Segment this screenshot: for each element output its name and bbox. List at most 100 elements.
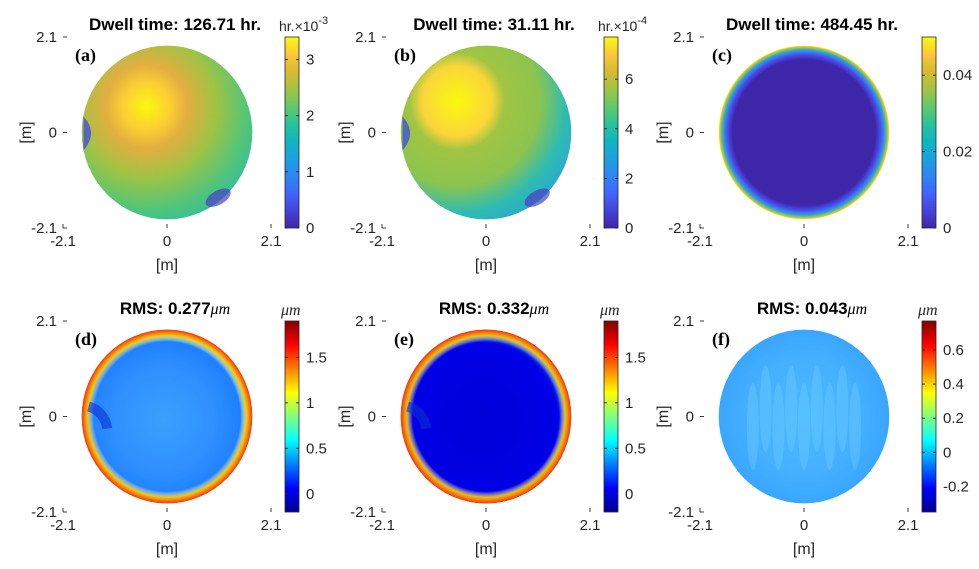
heatmap-feature [746, 383, 759, 470]
panel-b: Dwell time: 31.11 hr. -2.1 0 2.1 -2.1 0 2.1 [m]… [337, 15, 647, 274]
colorbar-unit: μm [599, 302, 620, 319]
y-tick-label: 0 [686, 125, 694, 142]
colorbar [603, 320, 619, 513]
chart-title: RMS: 0.277μm [120, 299, 230, 318]
x-axis-label: [m] [793, 541, 815, 558]
heatmap-feature [524, 188, 550, 207]
y-tick-label: 2.1 [355, 29, 376, 46]
heatmap-feature [759, 365, 772, 452]
panel-e: RMS: 0.332μm -2.1 0 2.1 -2.1 0 2.1 [m] [m] (e) 0 0.… [337, 299, 646, 558]
y-tick-label: 2.1 [673, 29, 694, 46]
y-tick-label: 0 [368, 125, 376, 142]
x-tick-label: -2.1 [687, 233, 713, 250]
heatmap-feature [83, 116, 92, 151]
colorbar-exponent-power: -4 [637, 15, 647, 27]
chart-title: RMS: 0.043μm [757, 299, 867, 318]
x-tick-label: -2.1 [50, 517, 76, 534]
heatmap-feature [205, 188, 231, 207]
panel-label: (d) [75, 329, 97, 350]
colorbar-unit: μm [280, 302, 301, 319]
x-tick-label: 2.1 [261, 233, 282, 250]
y-tick-label: -2.1 [668, 220, 694, 237]
x-tick-label: 0 [163, 517, 171, 534]
colorbar-tick-label: 2 [625, 170, 633, 187]
y-tick-label: 2.1 [673, 313, 694, 330]
y-tick-label: 0 [368, 409, 376, 426]
colorbar-unit: hr.×10-3 [279, 15, 328, 34]
title-unit: μm [529, 301, 550, 318]
y-tick-label: 2.1 [36, 313, 57, 330]
heatmap-feature [772, 383, 785, 470]
colorbar-tick-label: 0 [625, 486, 633, 503]
y-tick-label: -2.1 [350, 504, 376, 521]
y-axis-label: [m] [18, 121, 35, 143]
chart-title: Dwell time: 31.11 hr. [413, 15, 575, 34]
y-tick-label: -2.1 [350, 220, 376, 237]
colorbar-tick-label: 1.5 [306, 349, 327, 366]
x-tick-label: 0 [482, 517, 490, 534]
colorbar-tick-label: 0.5 [306, 440, 327, 457]
y-axis-label: [m] [18, 405, 35, 427]
colorbar [603, 36, 619, 229]
x-tick-label: 2.1 [580, 233, 601, 250]
x-tick-label: 0 [800, 233, 808, 250]
chart-title: Dwell time: 484.45 hr. [726, 15, 898, 34]
colorbar-tick-label: 0.4 [943, 376, 964, 393]
y-tick-label: 2.1 [355, 313, 376, 330]
heatmap-edge [400, 329, 572, 504]
colorbar-tick-label: 3 [306, 51, 314, 68]
heatmap-feature [785, 365, 798, 452]
x-tick-label: -2.1 [687, 517, 713, 534]
colorbar [284, 36, 300, 229]
colorbar-tick-label: 0.02 [943, 144, 972, 161]
x-tick-label: 0 [163, 233, 171, 250]
y-axis-label: [m] [337, 121, 354, 143]
colorbar [921, 36, 937, 229]
x-axis-label: [m] [156, 257, 178, 274]
colorbar [284, 320, 300, 513]
heatmap-feature [823, 383, 836, 470]
colorbar-tick-label: 0 [943, 220, 951, 237]
colorbar-unit: μm [917, 302, 938, 319]
colorbar-tick-label: 2 [306, 108, 314, 125]
colorbar-tick-label: 1 [306, 164, 314, 181]
colorbar-tick-label: 0 [625, 220, 633, 237]
colorbar-tick-label: 0.2 [943, 410, 964, 427]
colorbar-tick-label: 6 [625, 71, 633, 88]
y-tick-label: -2.1 [31, 504, 57, 521]
heatmap-feature [86, 401, 113, 430]
x-tick-label: 2.1 [580, 517, 601, 534]
x-tick-label: -2.1 [369, 233, 395, 250]
x-tick-label: -2.1 [50, 233, 76, 250]
colorbar-tick-label: 4 [625, 121, 633, 138]
colorbar-unit: hr.×10-4 [598, 15, 647, 34]
x-axis-label: [m] [793, 257, 815, 274]
panel-label: (a) [75, 45, 96, 66]
heatmap-feature [849, 383, 862, 470]
heatmap-disc [400, 45, 572, 220]
panel-label: (f) [712, 329, 730, 350]
colorbar-tick-label: 0 [306, 486, 314, 503]
colorbar-exponent: ×10 [614, 18, 638, 34]
chart-title: Dwell time: 126.71 hr. [89, 15, 261, 34]
x-tick-label: 2.1 [261, 517, 282, 534]
heatmap-disc [718, 329, 890, 504]
x-tick-label: 2.1 [898, 233, 919, 250]
colorbar-exponent-power: -3 [318, 15, 328, 27]
heatmap-feature [836, 365, 849, 452]
y-tick-label: 0 [686, 409, 694, 426]
y-tick-label: 0 [49, 125, 57, 142]
colorbar-tick-label: 1 [625, 395, 633, 412]
y-axis-label: [m] [655, 405, 672, 427]
heatmap-disc [718, 45, 890, 220]
title-unit: μm [847, 301, 868, 318]
colorbar-tick-label: 1 [306, 395, 314, 412]
panel-label: (c) [712, 45, 732, 66]
panel-c: Dwell time: 484.45 hr. -2.1 0 2.1 -2.1 0 2.1 [m… [655, 15, 972, 274]
y-tick-label: 2.1 [36, 29, 57, 46]
chart-title: RMS: 0.332μm [439, 299, 549, 318]
colorbar-tick-label: 0.6 [943, 342, 964, 359]
panel-a: Dwell time: 126.71 hr. -2.1 0 2.1 -2.1 0 2.1 [m… [18, 15, 328, 274]
